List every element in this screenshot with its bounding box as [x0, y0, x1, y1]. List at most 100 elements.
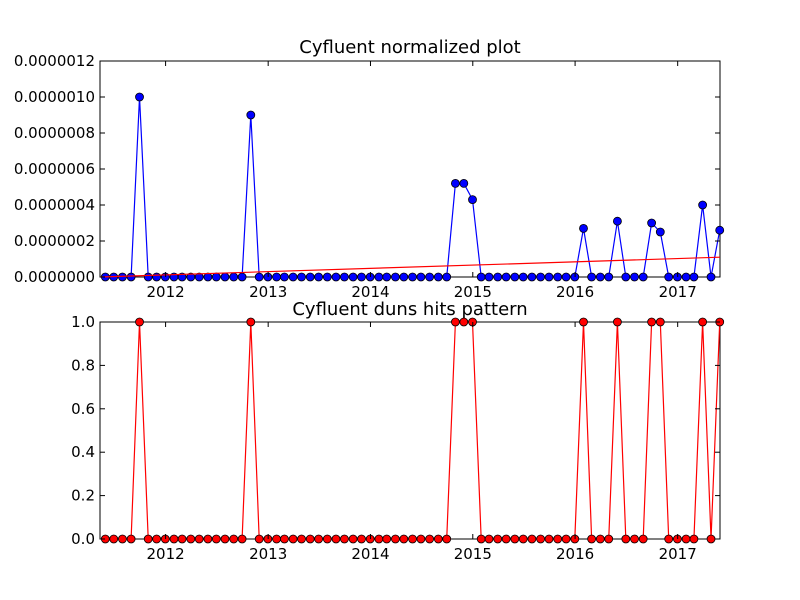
x-tick-label: 2015	[454, 283, 492, 301]
data-point	[698, 317, 708, 327]
data-point	[416, 272, 426, 282]
data-point	[655, 227, 665, 237]
data-point	[536, 272, 546, 282]
data-point	[706, 272, 716, 282]
data-point	[340, 534, 349, 544]
data-point	[408, 272, 417, 282]
data-point	[254, 272, 264, 282]
data-point	[501, 534, 511, 544]
data-point	[621, 272, 631, 282]
data-point	[152, 534, 162, 544]
data-point	[595, 534, 605, 544]
data-point	[169, 534, 179, 544]
data-point	[544, 272, 554, 282]
data-point	[280, 534, 289, 544]
data-point	[348, 534, 358, 544]
data-point	[681, 534, 691, 544]
data-point	[357, 272, 366, 282]
data-point	[476, 534, 486, 544]
x-tick-label: 2014	[351, 283, 389, 301]
data-point	[220, 272, 230, 282]
data-point	[468, 195, 477, 205]
y-tick-label: 0.0000012	[14, 52, 95, 70]
data-point	[451, 178, 460, 188]
data-point	[553, 272, 563, 282]
data-point	[322, 272, 332, 282]
data-point	[664, 534, 674, 544]
data-point	[246, 110, 256, 120]
x-tick-label: 2016	[556, 545, 594, 563]
x-tick-label: 2013	[249, 283, 287, 301]
data-point	[194, 272, 204, 282]
data-point	[314, 534, 324, 544]
data-point	[501, 272, 511, 282]
y-tick-label: 0.0	[71, 530, 95, 548]
data-point	[109, 534, 119, 544]
chart-title: Cyfluent normalized plot	[299, 37, 520, 58]
data-point	[595, 272, 605, 282]
data-point	[484, 272, 494, 282]
data-point	[621, 534, 631, 544]
data-point	[331, 272, 341, 282]
data-point	[135, 317, 144, 327]
data-point	[126, 272, 136, 282]
y-tick-label: 0.2	[71, 487, 95, 505]
data-point	[280, 272, 289, 282]
x-tick-label: 2014	[351, 545, 389, 563]
data-point	[681, 272, 691, 282]
data-point	[561, 272, 571, 282]
data-point	[587, 272, 597, 282]
duns-hits-chart: Cyfluent duns hits pattern 2012 2013 2014 2…	[71, 299, 725, 563]
data-point	[689, 534, 699, 544]
data-point	[374, 534, 384, 544]
data-point	[451, 317, 460, 327]
data-point	[604, 272, 614, 282]
data-point	[143, 272, 153, 282]
data-point	[194, 534, 204, 544]
data-point	[561, 534, 571, 544]
data-point	[613, 317, 622, 327]
tick-layer: 2012 2013 2014 2015 2016 2017 0.0000000 0.00000…	[14, 52, 720, 301]
series-layer	[99, 92, 725, 282]
data-point	[655, 317, 665, 327]
data-point	[433, 534, 443, 544]
x-tick-label: 2013	[249, 545, 287, 563]
data-point	[229, 534, 239, 544]
tick-layer: 2012 2013 2014 2015 2016 2017 0.0 0.2 0.4 0.6 0.8 1…	[71, 313, 720, 563]
chart-title: Cyfluent duns hits pattern	[292, 299, 527, 320]
data-point	[288, 272, 298, 282]
y-tick-label: 0.0000002	[14, 232, 95, 250]
data-point	[647, 317, 657, 327]
data-point	[272, 272, 281, 282]
data-point	[630, 534, 639, 544]
data-point	[476, 272, 486, 282]
data-point	[425, 272, 435, 282]
data-point	[331, 534, 341, 544]
x-tick-label: 2017	[659, 545, 697, 563]
data-point	[118, 534, 127, 544]
data-point	[152, 272, 162, 282]
data-point	[510, 272, 520, 282]
data-point	[518, 272, 528, 282]
data-point	[527, 272, 537, 282]
data-point	[118, 272, 127, 282]
data-point	[135, 92, 144, 102]
data-point	[484, 534, 494, 544]
data-point	[664, 272, 674, 282]
data-point	[297, 534, 306, 544]
x-tick-label: 2016	[556, 283, 594, 301]
data-point	[391, 534, 400, 544]
data-point	[416, 534, 426, 544]
data-point	[442, 272, 452, 282]
y-tick-label: 0.6	[71, 400, 95, 418]
data-point	[126, 534, 136, 544]
y-tick-label: 0.0000006	[14, 160, 95, 178]
data-point	[254, 534, 264, 544]
data-point	[510, 534, 520, 544]
data-point	[579, 223, 588, 233]
x-tick-label: 2012	[146, 545, 184, 563]
data-point	[246, 317, 256, 327]
data-point	[527, 534, 537, 544]
data-point	[399, 272, 409, 282]
y-tick-label: 0.0000004	[14, 196, 95, 214]
